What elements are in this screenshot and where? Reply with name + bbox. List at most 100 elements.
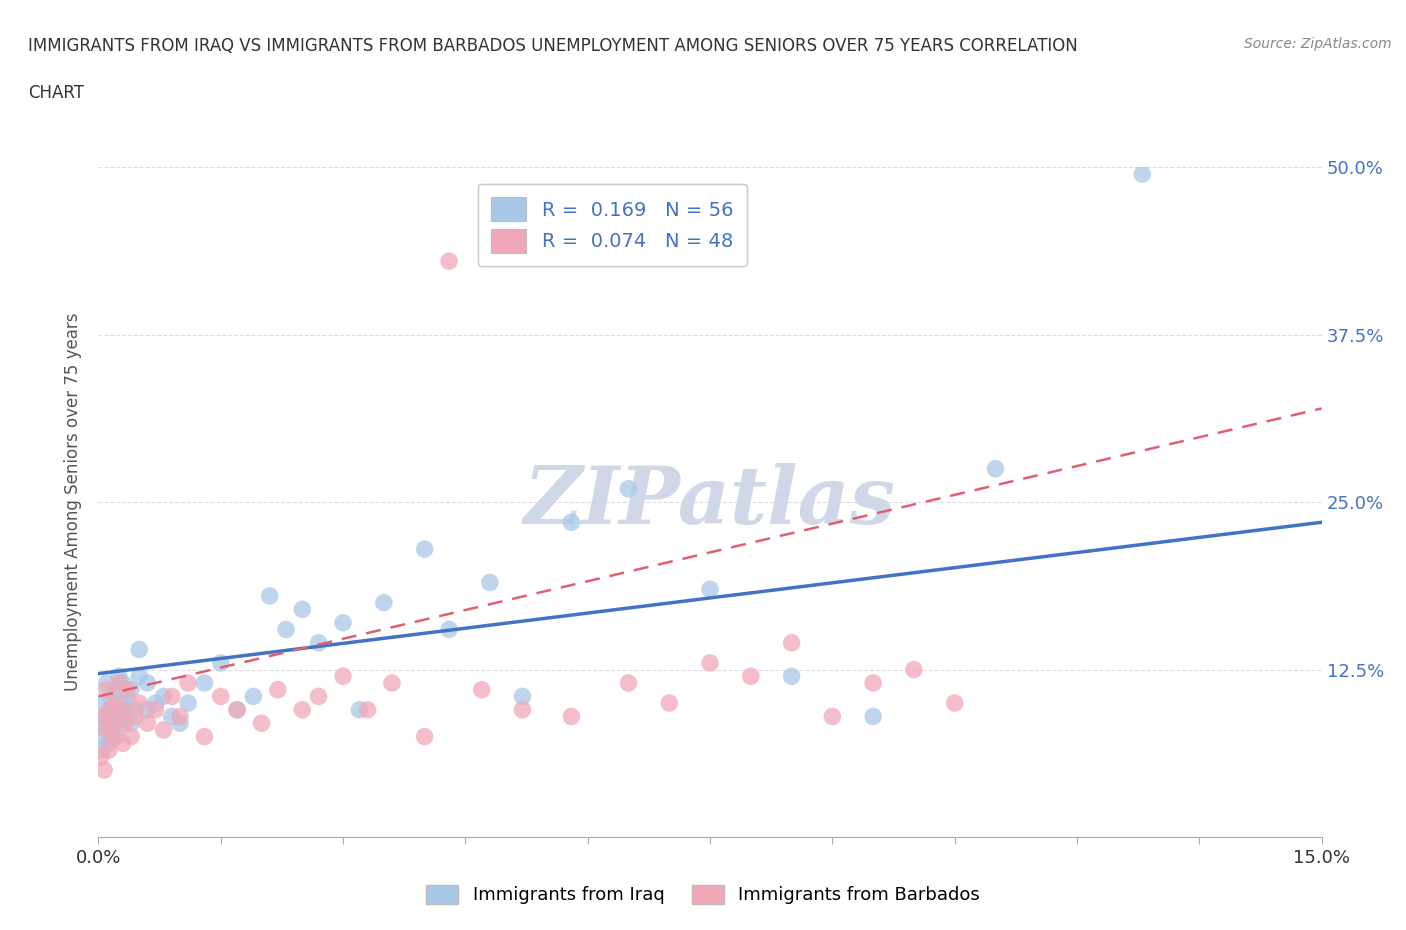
- Point: [104, 683, 127, 698]
- Point: [120, 683, 142, 698]
- Point: [124, 702, 146, 717]
- Point: [93, 696, 115, 711]
- Point: [308, 689, 330, 704]
- Point: [115, 683, 138, 698]
- Point: [242, 689, 264, 704]
- Point: [226, 702, 249, 717]
- Point: [169, 716, 191, 731]
- Point: [478, 575, 501, 590]
- Point: [110, 716, 132, 731]
- Point: [617, 675, 640, 690]
- Point: [115, 689, 138, 704]
- Point: [101, 729, 124, 744]
- Point: [96, 709, 118, 724]
- Point: [100, 723, 122, 737]
- Point: [105, 729, 128, 744]
- Point: [128, 642, 150, 657]
- Point: [160, 709, 183, 724]
- Point: [413, 541, 436, 556]
- Point: [903, 662, 925, 677]
- Legend: R =  0.169   N = 56, R =  0.074   N = 48: R = 0.169 N = 56, R = 0.074 N = 48: [478, 184, 747, 266]
- Point: [373, 595, 395, 610]
- Point: [98, 702, 121, 717]
- Point: [413, 729, 436, 744]
- Point: [96, 723, 118, 737]
- Point: [177, 675, 200, 690]
- Point: [291, 702, 314, 717]
- Point: [111, 696, 134, 711]
- Point: [111, 736, 134, 751]
- Point: [152, 723, 174, 737]
- Point: [821, 709, 844, 724]
- Point: [128, 696, 150, 711]
- Point: [111, 702, 134, 717]
- Point: [120, 716, 142, 731]
- Point: [658, 696, 681, 711]
- Point: [98, 742, 121, 757]
- Point: [90, 716, 112, 731]
- Text: Source: ZipAtlas.com: Source: ZipAtlas.com: [1244, 37, 1392, 51]
- Point: [145, 702, 167, 717]
- Point: [169, 709, 191, 724]
- Point: [512, 702, 534, 717]
- Point: [114, 702, 136, 717]
- Point: [104, 716, 127, 731]
- Point: [308, 635, 330, 650]
- Point: [291, 602, 314, 617]
- Point: [437, 254, 460, 269]
- Point: [100, 689, 122, 704]
- Point: [193, 729, 215, 744]
- Point: [250, 716, 273, 731]
- Point: [193, 675, 215, 690]
- Point: [862, 709, 884, 724]
- Point: [160, 689, 183, 704]
- Point: [96, 683, 118, 698]
- Point: [96, 675, 118, 690]
- Point: [108, 675, 131, 690]
- Point: [437, 622, 460, 637]
- Y-axis label: Unemployment Among Seniors over 75 years: Unemployment Among Seniors over 75 years: [65, 313, 83, 691]
- Point: [101, 709, 124, 724]
- Legend: Immigrants from Iraq, Immigrants from Barbados: Immigrants from Iraq, Immigrants from Ba…: [419, 878, 987, 911]
- Point: [111, 675, 134, 690]
- Point: [104, 696, 127, 711]
- Point: [699, 582, 721, 597]
- Point: [91, 742, 114, 757]
- Point: [471, 683, 494, 698]
- Point: [136, 675, 159, 690]
- Point: [111, 709, 134, 724]
- Point: [108, 669, 131, 684]
- Point: [209, 689, 232, 704]
- Point: [943, 696, 966, 711]
- Point: [984, 461, 1007, 476]
- Point: [128, 669, 150, 684]
- Point: [1130, 166, 1153, 181]
- Point: [699, 656, 721, 671]
- Point: [90, 750, 112, 764]
- Point: [274, 622, 297, 637]
- Point: [136, 702, 159, 717]
- Point: [91, 709, 114, 724]
- Point: [209, 656, 232, 671]
- Point: [560, 515, 582, 530]
- Point: [145, 696, 167, 711]
- Point: [381, 675, 404, 690]
- Point: [560, 709, 582, 724]
- Point: [104, 716, 127, 731]
- Point: [136, 716, 159, 731]
- Point: [259, 589, 281, 604]
- Point: [177, 696, 200, 711]
- Point: [152, 689, 174, 704]
- Point: [862, 675, 884, 690]
- Point: [332, 616, 354, 631]
- Text: ZIPatlas: ZIPatlas: [524, 463, 896, 541]
- Point: [617, 482, 640, 497]
- Point: [267, 683, 290, 698]
- Point: [97, 736, 120, 751]
- Point: [349, 702, 371, 717]
- Point: [780, 669, 803, 684]
- Point: [114, 716, 136, 731]
- Point: [94, 729, 117, 744]
- Point: [105, 702, 128, 717]
- Point: [100, 702, 122, 717]
